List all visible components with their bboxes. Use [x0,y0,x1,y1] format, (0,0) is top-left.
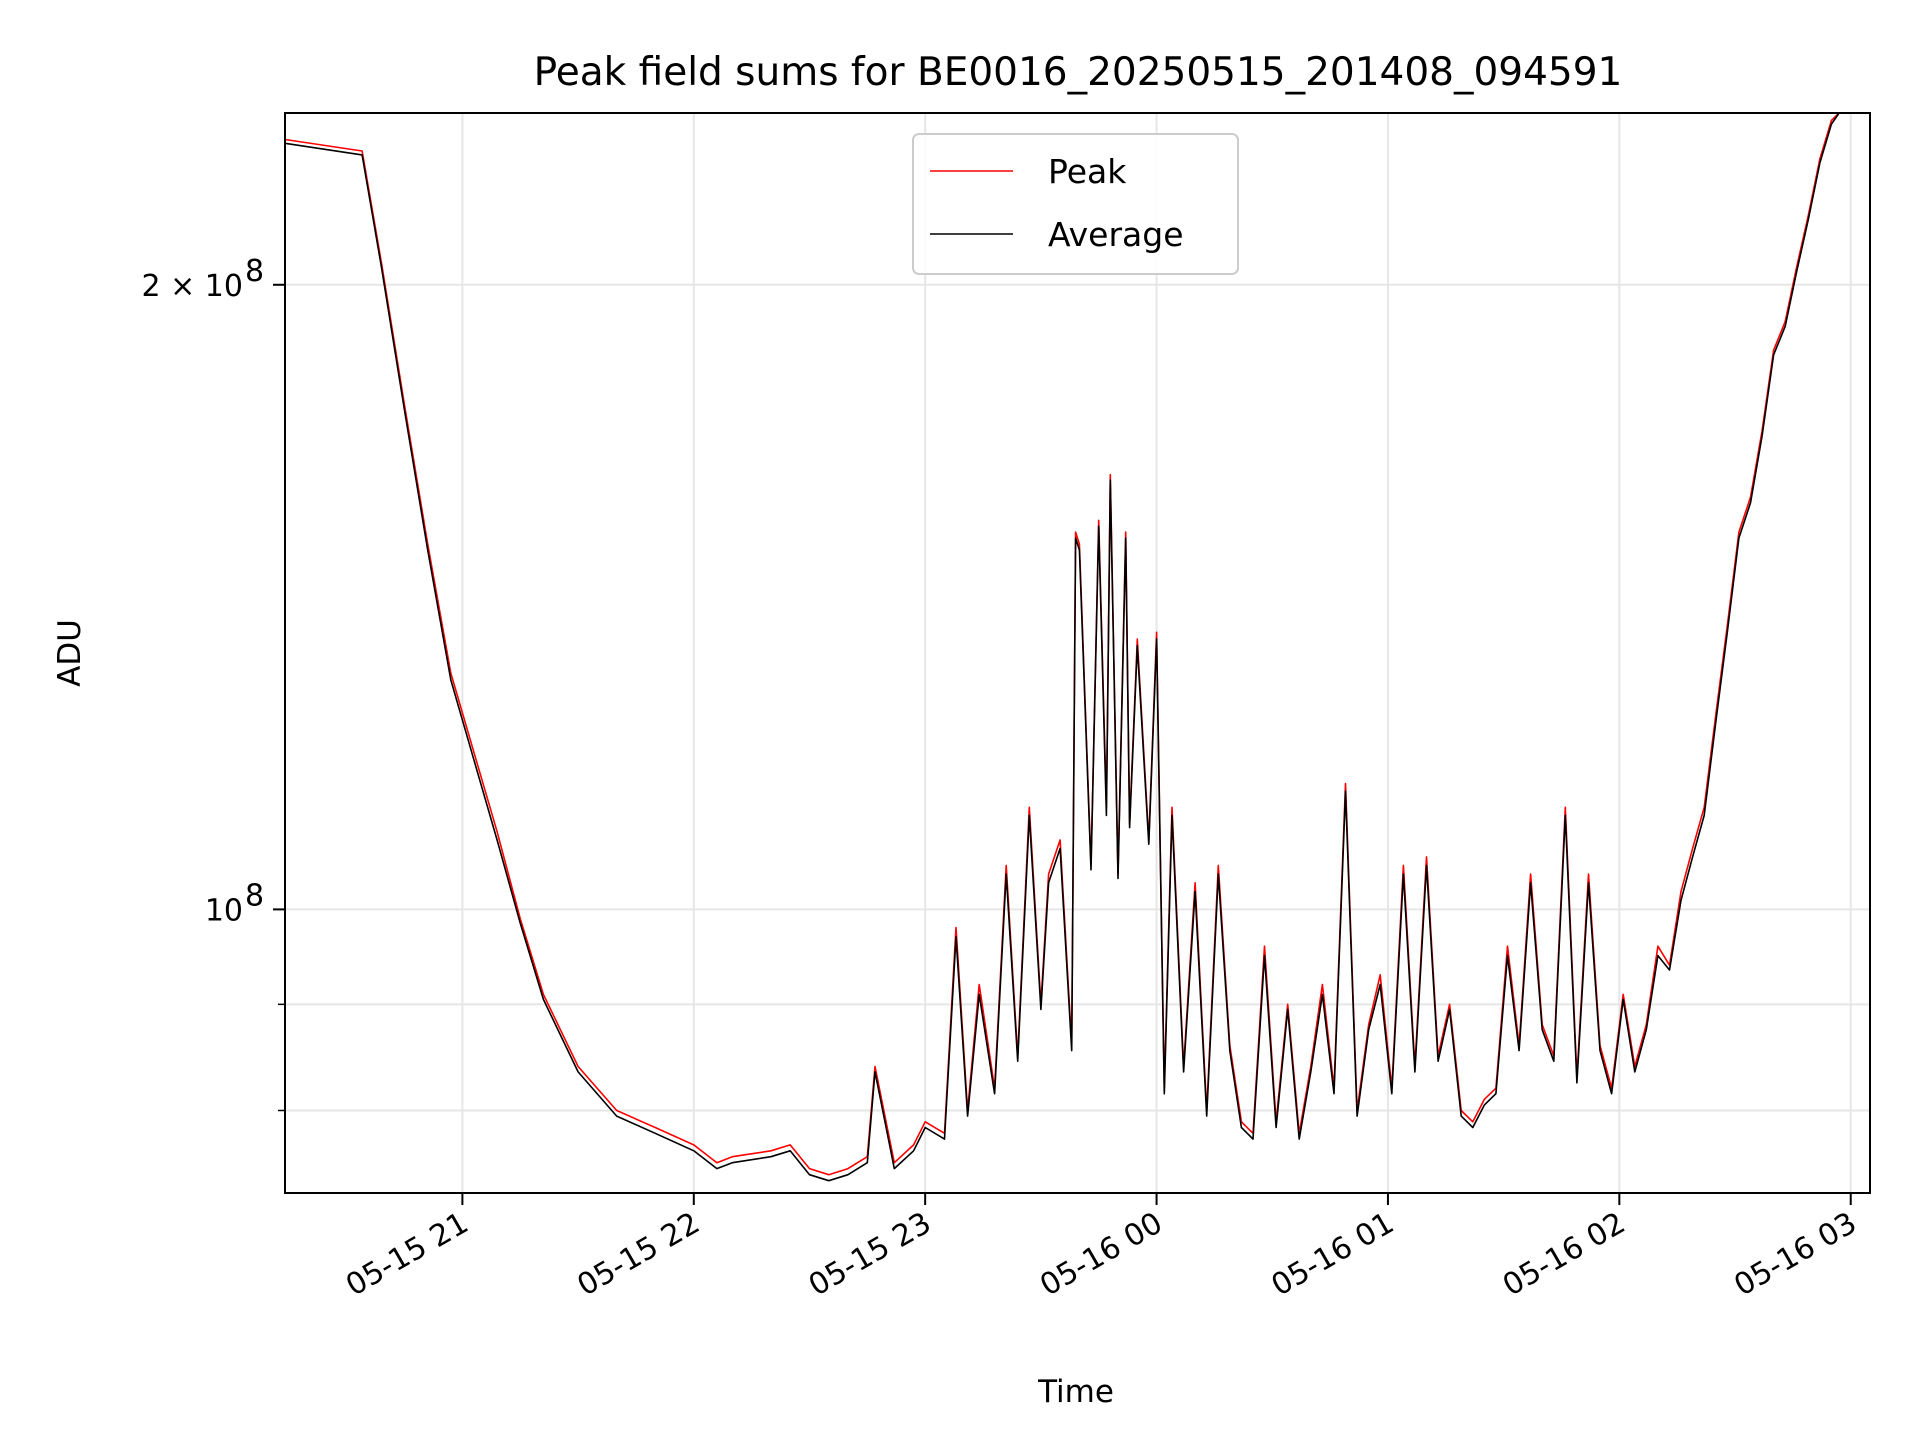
y-tick-label: 10 [205,893,243,928]
plot-frame [284,112,1871,1194]
x-axis-label: Time [1037,1374,1114,1410]
y-tick-exponent: 8 [245,254,264,289]
legend-box [912,133,1239,275]
chart-title: Peak field sums for BE0016_20250515_2014… [534,50,1623,95]
y-axis: 10 82 × 10 8 [142,254,285,1112]
legend-label-peak: Peak [1048,152,1127,191]
plot-area [285,113,1840,1182]
y-tick-exponent: 8 [245,878,264,913]
y-axis-label: ADU [52,619,88,687]
series-line-average [285,113,1840,1182]
legend: Peak Average [912,133,1239,275]
y-tick-label: 2 × 10 [142,269,243,304]
legend-label-average: Average [1048,215,1184,254]
grid [285,113,1870,1193]
